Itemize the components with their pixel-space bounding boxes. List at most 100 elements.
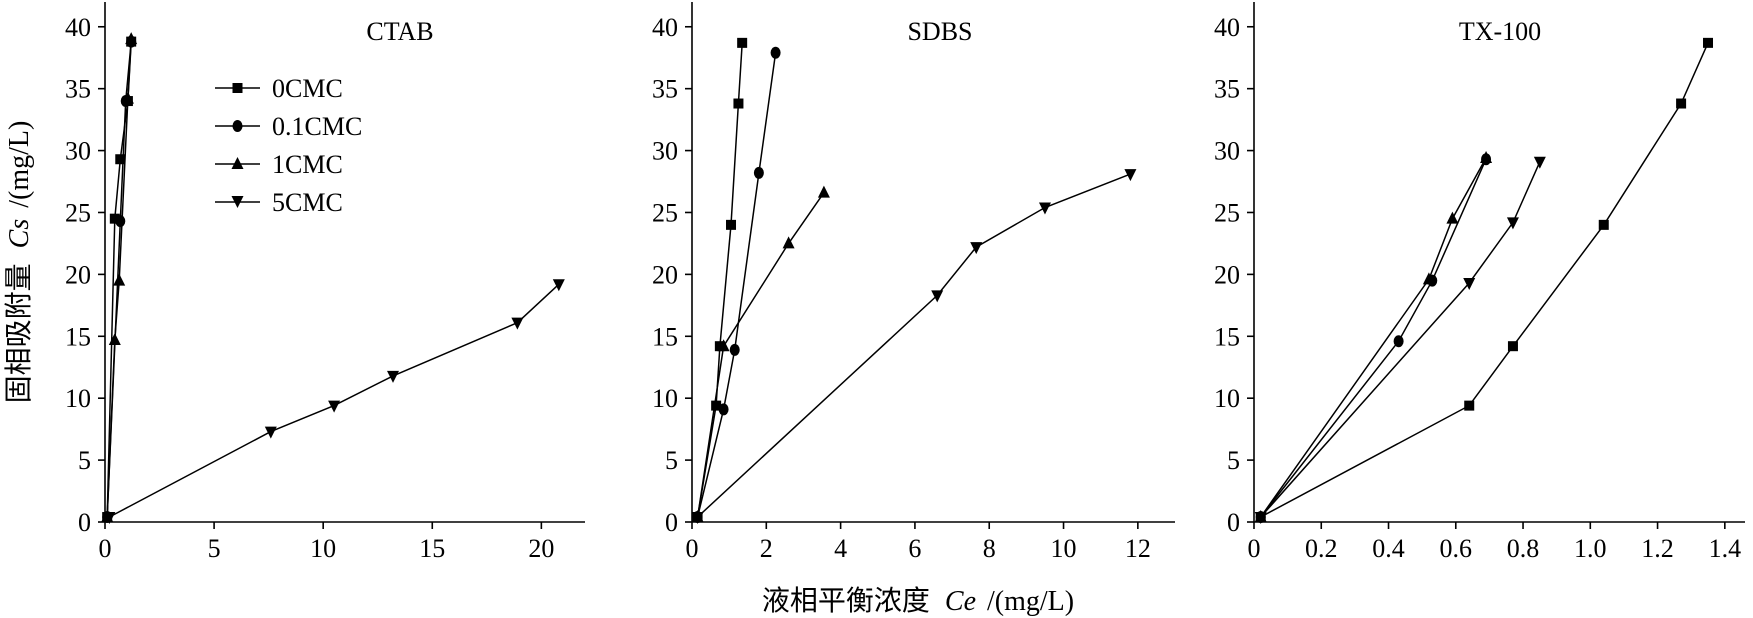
square-marker xyxy=(711,400,722,411)
square-marker xyxy=(1507,341,1518,352)
y-tick-label: 10 xyxy=(652,384,678,413)
circle-marker xyxy=(770,46,781,59)
x-tick-label: 8 xyxy=(983,534,996,563)
series-triangle-down xyxy=(103,279,565,525)
triangle-up-marker xyxy=(817,185,830,198)
y-tick-label: 25 xyxy=(1214,198,1240,227)
circle-marker xyxy=(729,343,740,356)
triangle-down-marker xyxy=(1124,169,1137,182)
square-marker xyxy=(714,341,725,352)
series-line xyxy=(696,42,743,518)
legend-entry-5cmc: 5CMC xyxy=(215,188,343,217)
y-tick-label: 30 xyxy=(652,137,678,166)
panel-tx100: 0 5 10 15 20 25 30 35 40 0 0.2 0.4 0.6 0.8 1.0 1.2 1.4 T… xyxy=(1214,2,1745,563)
y-tick-label: 0 xyxy=(78,508,91,537)
series-group xyxy=(1254,37,1714,525)
y-tick-label: 0 xyxy=(1227,508,1240,537)
x-tick-label: 4 xyxy=(834,534,847,563)
x-axis-title-variable: Ce xyxy=(945,586,976,617)
square-marker xyxy=(737,37,748,48)
series-line xyxy=(109,283,560,518)
panel-title: CTAB xyxy=(366,17,433,46)
x-tick-label: 1.2 xyxy=(1641,534,1674,563)
triangle-down-marker xyxy=(1533,156,1546,169)
x-tick-label: 15 xyxy=(419,534,445,563)
series-triangle-down xyxy=(691,169,1137,525)
x-tick-label: 2 xyxy=(760,534,773,563)
x-tick-label: 5 xyxy=(208,534,221,563)
y-tick-label: 15 xyxy=(1214,322,1240,351)
triangle-up-marker xyxy=(121,91,134,104)
triangle-up-marker xyxy=(1480,151,1493,163)
y-tick-label: 20 xyxy=(65,260,91,289)
ticks: 0 5 10 15 20 25 30 35 40 0 5 10 15 20 xyxy=(65,13,554,563)
y-tick-label: 35 xyxy=(65,75,91,104)
legend-label: 1CMC xyxy=(272,150,343,179)
triangle-down-marker xyxy=(552,279,565,292)
legend-entry-0cmc: 0CMC xyxy=(215,74,343,103)
x-tick-label: 6 xyxy=(908,534,921,563)
x-tick-label: 10 xyxy=(310,534,336,563)
x-tick-label: 0.2 xyxy=(1305,534,1338,563)
triangle-up-marker xyxy=(1446,211,1459,224)
triangle-down-marker xyxy=(103,512,116,525)
legend-triangle-down-marker xyxy=(231,196,244,208)
y-tick-label: 30 xyxy=(65,137,91,166)
legend-entry-1cmc: 1CMC xyxy=(215,150,343,179)
x-tick-label: 20 xyxy=(528,534,554,563)
series-group xyxy=(101,32,565,525)
triangle-down-marker xyxy=(387,370,399,383)
legend: 0CMC 0.1CMC 1CMC 5CMC xyxy=(215,74,362,217)
series-line xyxy=(696,192,825,518)
triangle-down-marker xyxy=(931,290,944,303)
square-marker xyxy=(1703,37,1714,48)
y-axis-title-unit: /(mg/L) xyxy=(4,121,35,208)
circle-marker xyxy=(718,403,729,416)
circle-marker xyxy=(753,166,764,179)
triangle-down-marker xyxy=(328,400,341,413)
y-tick-label: 30 xyxy=(1214,137,1240,166)
legend-label: 0CMC xyxy=(272,74,343,103)
y-tick-label: 10 xyxy=(1214,384,1240,413)
y-tick-label: 40 xyxy=(1214,13,1240,42)
y-tick-label: 35 xyxy=(652,75,678,104)
triangle-down-marker xyxy=(970,242,983,255)
panel-title: SDBS xyxy=(907,17,972,46)
series-triangle-down xyxy=(1254,156,1546,525)
y-tick-label: 40 xyxy=(652,13,678,42)
y-tick-label: 0 xyxy=(665,508,678,537)
triangle-up-marker xyxy=(113,273,126,286)
y-tick-label: 35 xyxy=(1214,75,1240,104)
series-group xyxy=(691,37,1137,525)
y-tick-label: 40 xyxy=(65,13,91,42)
ticks: 0 5 10 15 20 25 30 35 40 0 0.2 0.4 0.6 0.8 1.0 1.2 1.4 xyxy=(1214,13,1741,563)
panel-title: TX-100 xyxy=(1459,17,1541,46)
triangle-down-marker xyxy=(691,512,704,525)
x-axis-title: 液相平衡浓度 Ce /(mg/L) xyxy=(762,585,1074,617)
x-tick-label: 1.4 xyxy=(1709,534,1742,563)
x-tick-label: 12 xyxy=(1125,534,1151,563)
square-marker xyxy=(115,154,126,165)
square-marker xyxy=(733,98,744,109)
square-marker xyxy=(1676,98,1687,109)
triangle-down-marker xyxy=(1463,278,1476,291)
y-tick-label: 20 xyxy=(652,260,678,289)
x-tick-label: 0.6 xyxy=(1440,534,1473,563)
y-tick-label: 15 xyxy=(65,322,91,351)
y-tick-label: 25 xyxy=(65,198,91,227)
triangle-down-marker xyxy=(511,317,524,330)
square-marker xyxy=(726,219,737,230)
series-line xyxy=(1260,161,1541,518)
triangle-down-marker xyxy=(1254,512,1267,525)
triangle-down-marker xyxy=(1506,217,1519,230)
square-marker xyxy=(109,213,120,224)
x-axis-title-main: 液相平衡浓度 xyxy=(762,585,930,617)
triangle-up-marker xyxy=(717,339,730,352)
x-tick-label: 10 xyxy=(1051,534,1077,563)
triangle-up-marker xyxy=(108,333,121,345)
x-tick-label: 0.4 xyxy=(1372,534,1405,563)
y-tick-label: 5 xyxy=(665,446,678,475)
y-tick-label: 20 xyxy=(1214,260,1240,289)
series-line xyxy=(697,173,1131,518)
